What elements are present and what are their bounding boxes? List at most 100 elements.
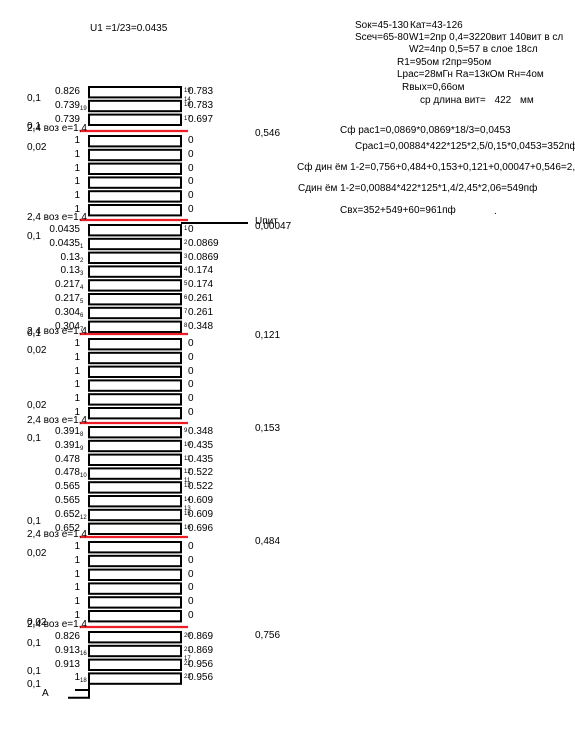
turn-number-left: 18 — [80, 678, 87, 685]
turn-length-label: ср длина вит= — [420, 95, 486, 106]
layer-left-value: 1 — [74, 541, 80, 552]
sep-capacitance-value: 0,153 — [255, 423, 281, 434]
winding-layer — [88, 541, 182, 554]
formula-cdin: Сдин ём 1-2=0,00884*422*125*1,4/2,45*2,0… — [298, 183, 538, 194]
winding-layer — [88, 644, 182, 658]
winding-layer — [88, 113, 182, 126]
layer-left-value: 0.652 — [54, 522, 80, 534]
layer-left-value: 0.13 — [60, 251, 80, 263]
layer-left-value: 1 — [74, 610, 80, 621]
layer-left-value: 0.217 — [54, 293, 80, 304]
layer-right-value: 0.435 — [188, 453, 214, 465]
w2-value: W2=4пр 0,5=57 в слое 18сл — [409, 44, 538, 55]
winding-layer — [88, 162, 182, 176]
layer-right-value: 0 — [188, 596, 194, 608]
turn-number-right: 6 — [184, 295, 188, 301]
layer-right-value: 0 — [188, 204, 194, 215]
insulation-thickness: 0,02 — [27, 142, 47, 153]
layer-left-value: 1 — [74, 554, 80, 566]
turn-number-right: 1 — [184, 226, 188, 232]
turn-number-extra: 14 — [184, 96, 191, 103]
sok-value: Sок=45-130 — [355, 20, 409, 31]
winding-layer — [88, 135, 182, 148]
winding-layer — [88, 610, 182, 623]
winding-layer — [88, 279, 182, 292]
formula-cf-din: Сф дин ём 1-2=0,756+0,484+0,153+0,121+0,… — [297, 162, 575, 173]
lrac-value: Lрас=28мГн Rа=13кОм Rн=4ом — [397, 69, 544, 80]
layer-right-value: 0.261 — [188, 306, 214, 318]
layer-right-value: 0 — [188, 407, 194, 418]
insulation-thickness: 0,02 — [27, 400, 47, 412]
layer-right-value: 0.783 — [188, 86, 214, 97]
insulation-thickness: 0,1 — [27, 665, 41, 677]
turn-length: ср длина вит= 422 мм — [420, 95, 534, 107]
winding-layer — [88, 407, 182, 420]
layer-left-value: 0.0435 — [49, 237, 80, 249]
air-gap-label: 2,4 воз е=1,4 — [27, 415, 87, 426]
layer-left-value: 0.217 — [54, 279, 80, 291]
winding-layer — [88, 293, 182, 306]
terminal-lead — [68, 683, 90, 699]
layer-right-value: 0 — [188, 338, 194, 349]
layer-left-value: 1 — [74, 351, 80, 363]
winding-layer — [88, 393, 182, 406]
layer-right-value: 0.435 — [188, 439, 214, 451]
winding-layer — [88, 251, 182, 265]
insulation-thickness: 0,1 — [27, 679, 41, 691]
layer-left-value: 1 — [74, 365, 80, 377]
layer-left-value: 0.739 — [54, 99, 80, 111]
turn-number-right: 5 — [184, 281, 188, 288]
winding-layer — [88, 508, 182, 522]
dot-mark: . — [494, 206, 497, 217]
winding-layer — [88, 365, 182, 379]
layer-right-value: 0.956 — [188, 658, 214, 670]
winding-layer — [88, 204, 182, 217]
winding-layer — [88, 481, 182, 494]
turn-number-right: 4 — [184, 267, 188, 274]
w1-value: W1=2пр 0,4=3220вит 140вит в сл — [409, 32, 564, 43]
layer-left-value: 0.391 — [54, 439, 80, 451]
winding-layer — [88, 439, 182, 453]
turn-number-left: 12 — [80, 514, 87, 521]
winding-layer — [88, 453, 182, 467]
layer-right-value: 0 — [188, 582, 194, 594]
layer-right-value: 0.522 — [188, 481, 214, 493]
turn-number-right: 13 — [184, 483, 191, 490]
insulation-thickness: 0,02 — [27, 548, 47, 559]
turn-number-left: 5 — [80, 299, 84, 305]
winding-layer — [88, 582, 182, 595]
turn-number-right: 17 — [184, 115, 191, 122]
turn-number-right: 10 — [184, 441, 191, 448]
layer-right-value: 0.522 — [188, 467, 214, 479]
layer-left-value: 1 — [74, 582, 80, 594]
layer-left-value: 0.13 — [60, 265, 80, 277]
winding-layer — [88, 631, 182, 644]
winding-layer — [88, 99, 182, 113]
layer-left-value: 0.304 — [54, 320, 80, 332]
air-gap-label: 2,4 воз е=1,4 — [27, 212, 87, 223]
layer-left-value: 1 — [74, 204, 80, 215]
turn-number-right: 22 — [184, 660, 191, 667]
layer-right-value: 0.783 — [188, 99, 214, 111]
layer-left-value: 1 — [74, 148, 80, 160]
layer-left-value: 1 — [74, 596, 80, 608]
layer-left-value: 1 — [74, 190, 80, 202]
winding-layer — [88, 554, 182, 568]
sep-capacitance-value: 0,756 — [255, 630, 281, 641]
insulation-thickness: 0,1 — [27, 515, 41, 527]
layer-right-value: 0.609 — [188, 495, 214, 506]
winding-layer — [88, 86, 182, 99]
layer-left-value: 0.826 — [54, 86, 80, 97]
layer-right-value: 0 — [188, 162, 194, 174]
turn-length-value: 422 — [494, 95, 512, 106]
terminal-a-label: A — [42, 688, 49, 699]
layer-left-value: 0.391 — [54, 426, 80, 437]
winding-layer — [88, 265, 182, 278]
turn-number-left: 4 — [80, 285, 84, 292]
winding-layer — [88, 568, 182, 581]
air-gap-label: 2,4 воз е=1,4 — [27, 123, 87, 134]
winding-layer — [88, 658, 182, 671]
turn-number-left: 2 — [80, 257, 84, 264]
layer-left-value: 1 — [74, 338, 80, 349]
